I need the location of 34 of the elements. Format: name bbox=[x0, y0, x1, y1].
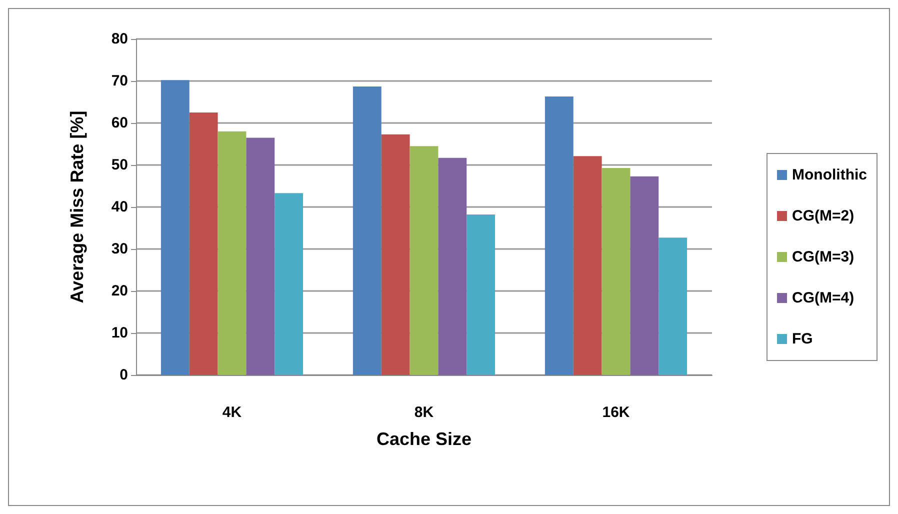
y-tick-label: 70 bbox=[111, 72, 128, 90]
y-tick-label: 20 bbox=[111, 282, 128, 300]
legend-label: FG bbox=[792, 330, 813, 348]
bar bbox=[381, 134, 410, 375]
bar bbox=[274, 193, 304, 375]
legend-label: CG(M=4) bbox=[792, 290, 854, 306]
bar bbox=[630, 176, 659, 375]
x-tick-label: 4K bbox=[222, 404, 242, 421]
x-tick-label: 16K bbox=[602, 404, 630, 421]
y-tick-label: 10 bbox=[111, 324, 128, 342]
bar bbox=[438, 158, 467, 375]
y-tick-label: 0 bbox=[120, 366, 128, 384]
bar bbox=[160, 80, 190, 375]
bar bbox=[466, 214, 496, 375]
bar bbox=[544, 96, 574, 375]
bar bbox=[189, 112, 218, 375]
bar bbox=[246, 138, 275, 375]
bar bbox=[352, 86, 382, 375]
legend-label: CG(M=3) bbox=[792, 248, 854, 266]
y-tick-label: 40 bbox=[111, 198, 128, 216]
bar bbox=[218, 131, 246, 375]
bar bbox=[658, 238, 688, 375]
legend-label: Monolithic bbox=[792, 166, 868, 184]
y-axis-title: Average Miss Rate [%] bbox=[67, 110, 87, 304]
bar bbox=[573, 156, 602, 375]
y-tick-label: 50 bbox=[111, 156, 128, 174]
legend-label: CG(M=2) bbox=[792, 208, 854, 224]
bar bbox=[602, 168, 630, 375]
x-axis-title: Cache Size bbox=[376, 429, 472, 449]
y-tick-label: 80 bbox=[111, 30, 128, 48]
y-tick-label: 30 bbox=[111, 240, 128, 258]
bar bbox=[410, 146, 438, 375]
x-tick-label: 8K bbox=[414, 404, 434, 421]
y-tick-label: 60 bbox=[111, 114, 128, 132]
